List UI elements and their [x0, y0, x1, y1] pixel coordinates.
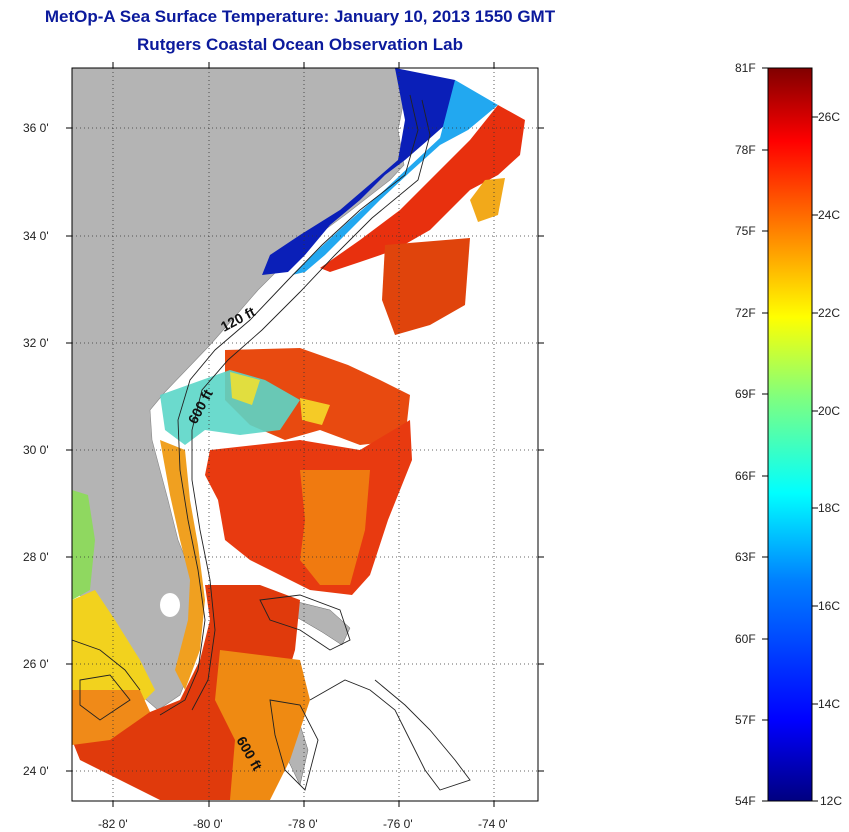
colorbar [767, 67, 813, 802]
lat-label-28: 28 0' [23, 550, 49, 564]
lon-ticks [112, 62, 495, 807]
lat-label-30: 30 0' [23, 443, 49, 457]
sst-florida-shelf [160, 440, 205, 690]
cb-f-72: 72F [735, 306, 756, 320]
lake-okeechobee [160, 593, 180, 617]
bathymetry-contours [72, 94, 471, 791]
map-gridlines [72, 68, 538, 801]
map-frame [71, 67, 539, 802]
cb-c-14: 14C [818, 697, 840, 711]
cb-f-63: 63F [735, 550, 756, 564]
map-title: MetOp-A Sea Surface Temperature: January… [44, 7, 556, 26]
cb-c-20: 20C [818, 404, 840, 418]
lat-label-34: 34 0' [23, 229, 49, 243]
sst-south-orange [215, 650, 310, 800]
sst-cold-north [262, 68, 462, 275]
cb-f-75: 75F [735, 224, 756, 238]
cb-c-16: 16C [818, 599, 840, 613]
cb-c-24: 24C [818, 208, 840, 222]
sst-yellow-spots [230, 372, 330, 425]
sst-orange-north [470, 178, 505, 222]
cb-c-12: 12C [820, 794, 842, 808]
cb-f-81: 81F [735, 61, 756, 75]
lat-label-24: 24 0' [23, 764, 49, 778]
lat-label-26: 26 0' [23, 657, 49, 671]
sst-mid-cool-spots [160, 370, 300, 445]
colorbar-ticks [762, 67, 818, 802]
cb-f-54: 54F [735, 794, 756, 808]
sst-warm-north [320, 105, 525, 272]
lon-label-78: -78 0' [288, 817, 318, 831]
cb-c-18: 18C [818, 501, 840, 515]
sst-gulf-green [72, 490, 95, 600]
lat-label-32: 32 0' [23, 336, 49, 350]
sst-gulf-orange [72, 690, 150, 745]
sst-red-offshore [382, 238, 470, 335]
lat-label-36: 36 0' [23, 121, 49, 135]
cb-f-57: 57F [735, 713, 756, 727]
cb-f-60: 60F [735, 632, 756, 646]
cb-c-26: 26C [818, 110, 840, 124]
cb-f-69: 69F [735, 387, 756, 401]
cb-f-66: 66F [735, 469, 756, 483]
lon-label-76: -76 0' [383, 817, 413, 831]
cb-c-22: 22C [818, 306, 840, 320]
sst-gulf-yellow [72, 590, 155, 715]
lat-ticks [66, 127, 544, 772]
lon-label-80: -80 0' [193, 817, 223, 831]
map-subtitle: Rutgers Coastal Ocean Observation Lab [137, 35, 463, 54]
sst-cyan-band-north [292, 80, 498, 275]
map-area: 120 ft 600 ft 600 ft [72, 68, 538, 801]
lon-label-82: -82 0' [98, 817, 128, 831]
sst-gulfstream-orange [300, 470, 370, 585]
cb-f-78: 78F [735, 143, 756, 157]
lon-label-74: -74 0' [478, 817, 508, 831]
